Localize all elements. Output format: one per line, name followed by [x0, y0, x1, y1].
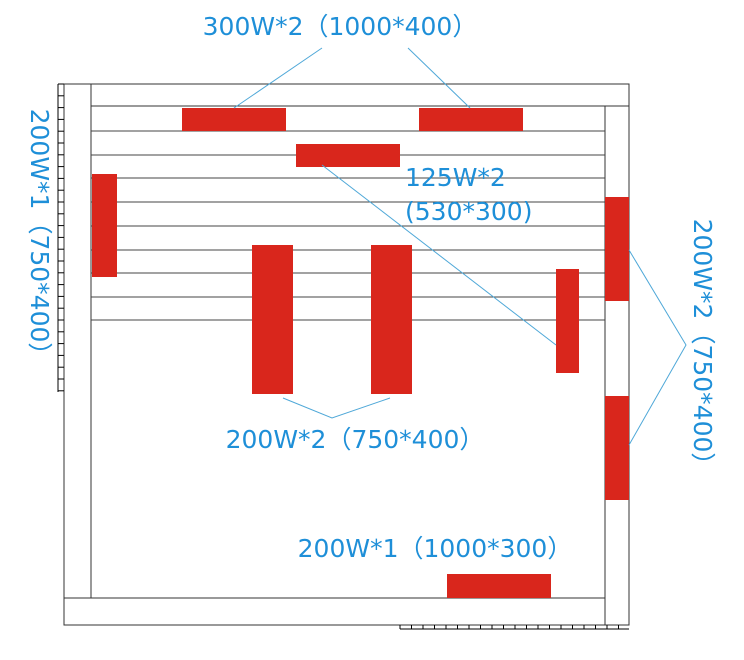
heater	[605, 197, 629, 301]
heater	[252, 245, 293, 394]
heater	[556, 269, 579, 373]
walls	[63, 83, 630, 626]
heater	[419, 108, 523, 131]
leader-lines	[233, 47, 687, 446]
label-top: 300W*2（1000*400）	[203, 12, 478, 41]
label-ceiling: (530*300)	[405, 197, 532, 226]
heater	[92, 174, 117, 277]
heater	[447, 574, 551, 598]
heater	[605, 396, 629, 500]
label-ceiling: 125W*2	[405, 163, 506, 192]
label-right: 200W*2（750*400）	[688, 219, 717, 478]
label-middle: 200W*2（750*400）	[226, 425, 485, 454]
label-bottom: 200W*1（1000*300）	[298, 534, 573, 563]
heaters	[92, 108, 629, 598]
heater	[182, 108, 286, 131]
heater	[371, 245, 412, 394]
ruler-ticks	[57, 83, 629, 630]
heater	[296, 144, 400, 167]
label-left: 200W*1（750*400）	[25, 109, 54, 368]
